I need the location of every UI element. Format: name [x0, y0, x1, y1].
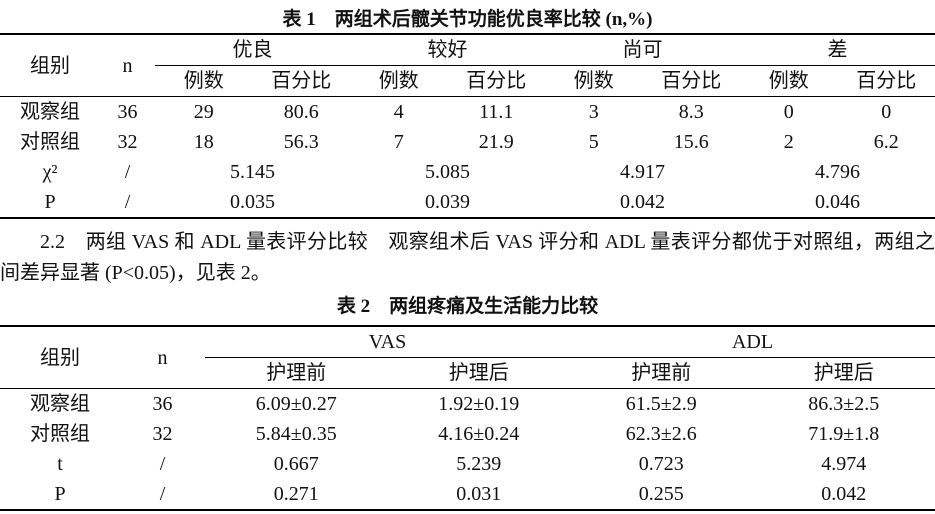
data-row: t / 0.667 5.239 0.723 4.974	[0, 449, 935, 479]
cell: 0	[783, 101, 794, 123]
cell: 32	[152, 423, 173, 445]
cell: 0.035	[230, 191, 275, 213]
subheader-cell: 百分比	[447, 65, 545, 97]
cell: 36	[117, 101, 138, 123]
header-cell: 组别	[0, 34, 100, 97]
group-header: VAS	[205, 326, 570, 358]
table-title: 表 1 两组术后髋关节功能优良率比较 (n,%)	[282, 9, 653, 30]
cell: 0.046	[815, 191, 860, 213]
header-cell: n	[120, 326, 205, 389]
cell: χ²	[42, 161, 58, 183]
cell: 61.5±2.9	[625, 393, 697, 415]
subheader-cell: 护理前	[205, 357, 388, 389]
cell: /	[159, 483, 166, 505]
data-row: 对照组 32 18 56.3 7 21.9 5 15.6 2 6.2	[0, 127, 935, 157]
cell: 4.974	[821, 453, 867, 475]
group-header: 差	[740, 34, 935, 66]
group-header: ADL	[570, 326, 935, 358]
cell: t	[57, 453, 63, 475]
cell: 71.9±1.8	[808, 423, 880, 445]
cell: 32	[117, 131, 138, 153]
group-header: 优良	[155, 34, 350, 66]
cell: 5.239	[456, 453, 502, 475]
cell: 0.271	[273, 483, 319, 505]
cell: 观察组	[20, 101, 80, 123]
cell: 15.6	[673, 131, 709, 153]
cell: 4.796	[815, 161, 860, 183]
header-row: 组别 n VAS ADL	[0, 326, 935, 389]
cell: 观察组	[30, 393, 90, 415]
cell: /	[124, 191, 131, 213]
cell: 0.667	[273, 453, 319, 475]
subheader-row: 护理前 护理后 护理前 护理后	[0, 357, 935, 389]
cell: 0.042	[821, 483, 867, 505]
data-row: 对照组 32 5.84±0.35 4.16±0.24 62.3±2.6 71.9±1.8	[0, 419, 935, 449]
cell: 4	[393, 101, 404, 123]
header-row: 组别 n 优良 较好 尚可差	[0, 34, 935, 97]
header-cell: 组别	[0, 326, 120, 389]
subheader-cell: 例数	[740, 65, 838, 97]
cell: 86.3±2.5	[808, 393, 880, 415]
cell: 21.9	[478, 131, 514, 153]
subheader-cell: 护理后	[387, 357, 570, 389]
cell: 80.6	[283, 101, 319, 123]
cell: 11.1	[479, 101, 514, 123]
table-title: 表 2 两组疼痛及生活能力比较	[336, 296, 599, 317]
subheader-cell: 百分比	[642, 65, 740, 97]
cell: 0.039	[425, 191, 470, 213]
cell: 4.917	[620, 161, 665, 183]
cell: 8.3	[678, 101, 704, 123]
subheader-cell: 例数	[545, 65, 643, 97]
subheader-row: 例数 百分比 例数 百分比 例数 百分比 例数 百分比	[0, 65, 935, 97]
subheader-cell: 例数	[155, 65, 253, 97]
data-row: 观察组 36 6.09±0.27 1.92±0.19 61.5±2.9 86.3±2.5	[0, 389, 935, 420]
cell: 5.84±0.35	[255, 423, 337, 445]
stat-row: χ² / 5.145 5.085 4.917 4.796	[0, 157, 935, 187]
paragraph: 2.2 两组 VAS 和 ADL 量表评分比较 观察组术后 VAS 评分和 AD…	[0, 231, 935, 284]
stat-row: P / 0.035 0.039 0.042 0.046	[0, 187, 935, 218]
cell: 对照组	[20, 131, 80, 153]
cell: P	[44, 191, 56, 213]
subheader-cell: 护理前	[570, 357, 753, 389]
data-row: 观察组 36 29 80.6 4 11.1 3 8.3 0 0	[0, 97, 935, 128]
table: 组别 n 优良 较好 尚可差例数 百分比 例数 百分比 例数 百分比 例数 百分比 观察组 36 29 80.…	[0, 33, 935, 219]
cell: 6.2	[873, 131, 899, 153]
cell: 6.09±0.27	[255, 393, 337, 415]
cell: 0.042	[620, 191, 665, 213]
cell: 0.255	[638, 483, 684, 505]
subheader-cell: 百分比	[252, 65, 350, 97]
cell: 18	[193, 131, 214, 153]
cell: 对照组	[30, 423, 90, 445]
cell: 3	[588, 101, 599, 123]
table: 组别 n VAS ADL 护理前 护理后 护理前 护理后 观察组 36 6.09±0.27 1.92±…	[0, 325, 935, 511]
cell: 1.92±0.19	[438, 393, 520, 415]
group-header: 较好	[350, 34, 545, 66]
cell: 29	[193, 101, 214, 123]
cell: 5.145	[230, 161, 275, 183]
subheader-cell: 例数	[350, 65, 448, 97]
cell: 0.031	[456, 483, 502, 505]
cell: 62.3±2.6	[625, 423, 697, 445]
cell: 0	[881, 101, 892, 123]
group-header: 尚可	[545, 34, 740, 66]
cell: 7	[393, 131, 404, 153]
cell: 2	[783, 131, 794, 153]
cell: /	[124, 161, 131, 183]
subheader-cell: 护理后	[752, 357, 935, 389]
cell: 0.723	[638, 453, 684, 475]
cell: 5.085	[425, 161, 470, 183]
header-cell: n	[100, 34, 155, 97]
cell: 36	[152, 393, 173, 415]
cell: 5	[588, 131, 599, 153]
cell: 4.16±0.24	[438, 423, 520, 445]
cell: P	[54, 483, 66, 505]
subheader-cell: 百分比	[837, 65, 935, 97]
cell: /	[159, 453, 166, 475]
data-row: P / 0.271 0.031 0.255 0.042	[0, 479, 935, 510]
cell: 56.3	[283, 131, 319, 153]
